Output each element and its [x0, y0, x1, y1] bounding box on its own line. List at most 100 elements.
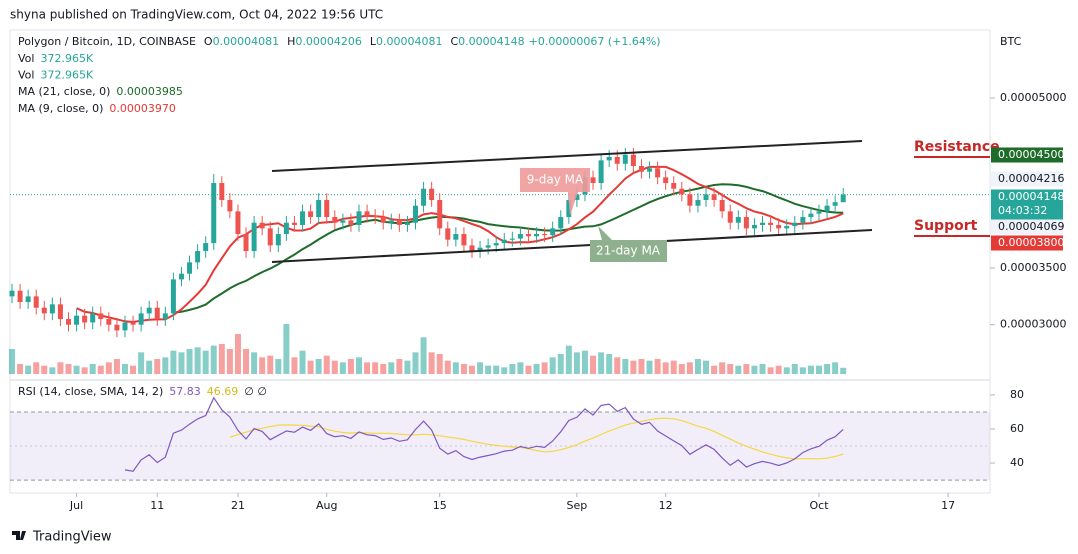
- candle-body: [679, 188, 685, 195]
- candle-body: [792, 222, 798, 227]
- volume-bar: [17, 364, 24, 374]
- volume-bar: [89, 364, 96, 374]
- candle-body: [630, 154, 636, 167]
- candle-body: [622, 154, 628, 164]
- candle-body: [316, 200, 322, 218]
- volume-bar: [694, 359, 701, 374]
- volume-bar: [396, 359, 403, 374]
- volume-bar: [630, 360, 637, 374]
- volume-bar: [824, 364, 831, 374]
- candle-body: [614, 156, 620, 164]
- resistance-label: Resistance: [914, 139, 1000, 155]
- candle-body: [74, 315, 80, 325]
- volume-bar: [493, 365, 500, 374]
- candle-body: [703, 194, 709, 201]
- volume-bar: [678, 364, 685, 374]
- ohlc-value: 0.00004081: [213, 35, 279, 48]
- volume-bar: [711, 365, 718, 374]
- volume-bar: [73, 365, 80, 374]
- volume-bar: [703, 360, 710, 374]
- volume-bar: [251, 352, 258, 374]
- vol-label: Vol: [18, 52, 34, 65]
- volume-bar: [686, 362, 693, 374]
- candle-body: [534, 234, 540, 237]
- vol-label: Vol: [18, 69, 34, 82]
- volume-bar: [243, 349, 250, 374]
- volume-bar: [662, 362, 669, 374]
- candle-body: [25, 296, 31, 303]
- vol-value: 372.965K: [40, 69, 93, 82]
- candle-body: [776, 224, 782, 229]
- vol-value: 372.965K: [40, 52, 93, 65]
- volume-bar: [299, 350, 306, 374]
- volume-bar: [557, 354, 564, 374]
- volume-bar: [259, 357, 266, 374]
- volume-bar: [97, 365, 104, 374]
- candle-body: [291, 222, 297, 225]
- volume-bar: [420, 337, 427, 374]
- volume-bar: [501, 367, 508, 374]
- candle-body: [800, 217, 806, 223]
- candle-body: [711, 194, 717, 201]
- rsi-sma-line: [229, 417, 844, 460]
- ma-value: 0.00003970: [109, 102, 175, 115]
- candle-body: [832, 202, 838, 206]
- volume-bar: [388, 362, 395, 374]
- ma-label: MA (21, close, 0): [18, 85, 110, 98]
- price-label-box: [991, 189, 1063, 220]
- volume-bar: [138, 352, 145, 374]
- volume-bar: [356, 357, 363, 374]
- volume-bar: [380, 364, 387, 374]
- candle-body: [219, 183, 225, 201]
- volume-bar: [670, 360, 677, 374]
- y-tick-label: 0.00005000: [1000, 91, 1066, 104]
- candle-body: [558, 217, 564, 229]
- volume-bar: [347, 359, 354, 374]
- candle-body: [735, 217, 741, 223]
- x-tick-label: 12: [659, 499, 673, 512]
- candle-body: [130, 322, 136, 325]
- price-label: 0.00003800: [998, 236, 1064, 249]
- rsi-title: RSI (14, close, SMA, 14, 2): [18, 385, 163, 398]
- ma21-line: [173, 183, 844, 314]
- candle-body: [453, 234, 459, 240]
- volume-bar: [41, 365, 48, 374]
- volume-bar: [638, 359, 645, 374]
- candle-body: [695, 200, 701, 206]
- candle-body: [122, 322, 128, 331]
- legend-row: Polygon / Bitcoin, 1D, COINBASE O0.000040…: [18, 35, 661, 48]
- candle-body: [517, 234, 523, 239]
- candle-body: [574, 194, 580, 201]
- candle-body: [743, 217, 749, 229]
- volume-bar: [218, 344, 225, 374]
- volume-bar: [517, 362, 524, 374]
- legend-row: Vol 372.965K: [18, 52, 94, 65]
- volume-bar: [751, 365, 758, 374]
- candle-body: [9, 290, 15, 297]
- volume-bar: [49, 367, 56, 374]
- volume-bar: [565, 345, 572, 374]
- volume-bar: [178, 352, 185, 374]
- volume-bar: [33, 362, 40, 374]
- volume-bar: [186, 349, 193, 374]
- volume-bar: [202, 350, 209, 374]
- candle-body: [461, 234, 467, 246]
- volume-bar: [791, 364, 798, 374]
- ohlc-value: 0.00004081: [376, 35, 442, 48]
- change: +0.00000067 (+1.64%): [529, 35, 661, 48]
- candle-body: [195, 251, 201, 263]
- volume-bar: [840, 367, 847, 374]
- candle-body: [396, 220, 402, 225]
- candle-body: [300, 211, 306, 225]
- volume-bar: [549, 357, 556, 374]
- volume-bar: [275, 359, 282, 374]
- candle-body: [493, 243, 499, 246]
- resistance-trendline: [271, 140, 863, 172]
- volume-bar: [113, 359, 120, 374]
- volume-bar: [460, 364, 467, 374]
- candle-body: [380, 217, 386, 223]
- volume-bar: [25, 365, 32, 374]
- x-tick-label: Sep: [567, 499, 588, 512]
- volume-bar: [404, 360, 411, 374]
- candle-body: [340, 220, 346, 223]
